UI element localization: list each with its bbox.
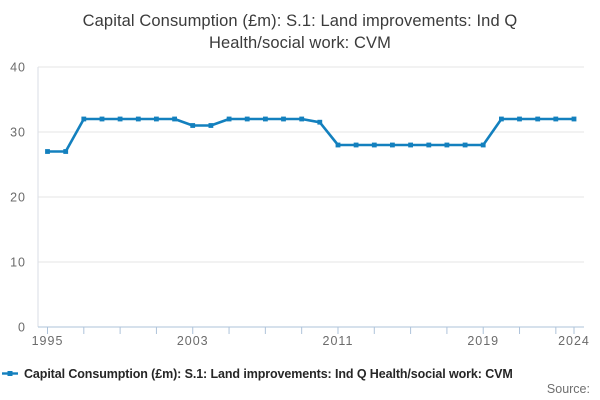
y-axis-label: 0	[18, 321, 26, 335]
data-point-marker	[426, 142, 432, 148]
data-point-marker	[299, 116, 305, 122]
data-point-marker	[371, 142, 377, 148]
data-point-marker	[208, 123, 214, 128]
data-point-marker	[408, 142, 413, 148]
x-axis-label: 2011	[323, 334, 354, 348]
data-point-marker	[535, 116, 541, 122]
data-point-marker	[390, 142, 395, 148]
data-point-marker	[117, 116, 123, 122]
chart-title-line-2: Health/social work: CVM	[208, 34, 392, 52]
data-point-marker	[172, 116, 177, 122]
data-point-marker	[517, 116, 522, 122]
legend-marker-icon	[2, 371, 18, 376]
legend-point	[7, 371, 13, 376]
data-point-marker	[99, 116, 105, 122]
data-point-marker	[190, 123, 196, 128]
data-point-marker	[263, 116, 268, 122]
data-point-marker	[226, 116, 232, 122]
legend-label: Capital Consumption (£m): S.1: Land impr…	[24, 366, 513, 381]
data-point-marker	[553, 116, 559, 122]
x-axis-label: 2003	[177, 334, 209, 348]
data-point-marker	[571, 116, 577, 122]
x-axis-label: 1995	[32, 334, 64, 348]
data-point-marker	[63, 149, 69, 154]
chart-title: Capital Consumption (£m): S.1: Land impr…	[0, 10, 600, 54]
x-axis-label: 2019	[467, 334, 499, 348]
data-point-marker	[281, 116, 286, 122]
data-point-marker	[462, 142, 468, 148]
y-axis-label: 30	[10, 126, 26, 140]
data-point-marker	[353, 142, 359, 148]
chart-title-line-1: Capital Consumption (£m): S.1: Land impr…	[82, 12, 518, 30]
data-point-marker	[480, 142, 486, 148]
legend-item: Capital Consumption (£m): S.1: Land impr…	[2, 365, 598, 382]
data-point-marker	[317, 119, 323, 125]
data-point-marker	[444, 142, 450, 148]
data-point-marker	[154, 116, 159, 122]
series-line	[46, 117, 576, 153]
source-note: Source:	[546, 382, 590, 396]
data-point-marker	[335, 142, 341, 148]
data-point-marker	[499, 116, 504, 122]
data-point-marker	[45, 149, 50, 154]
x-axis-label: 2024	[558, 334, 590, 348]
y-axis-label: 20	[10, 191, 26, 205]
data-point-marker	[135, 116, 141, 122]
y-axis-label: 10	[10, 256, 26, 270]
y-axis-label: 40	[10, 61, 26, 75]
data-point-marker	[244, 116, 250, 122]
line-chart: 0 10 20 30 40 1995 2003 2011 2019 2024	[10, 61, 590, 349]
data-point-marker	[81, 116, 87, 122]
